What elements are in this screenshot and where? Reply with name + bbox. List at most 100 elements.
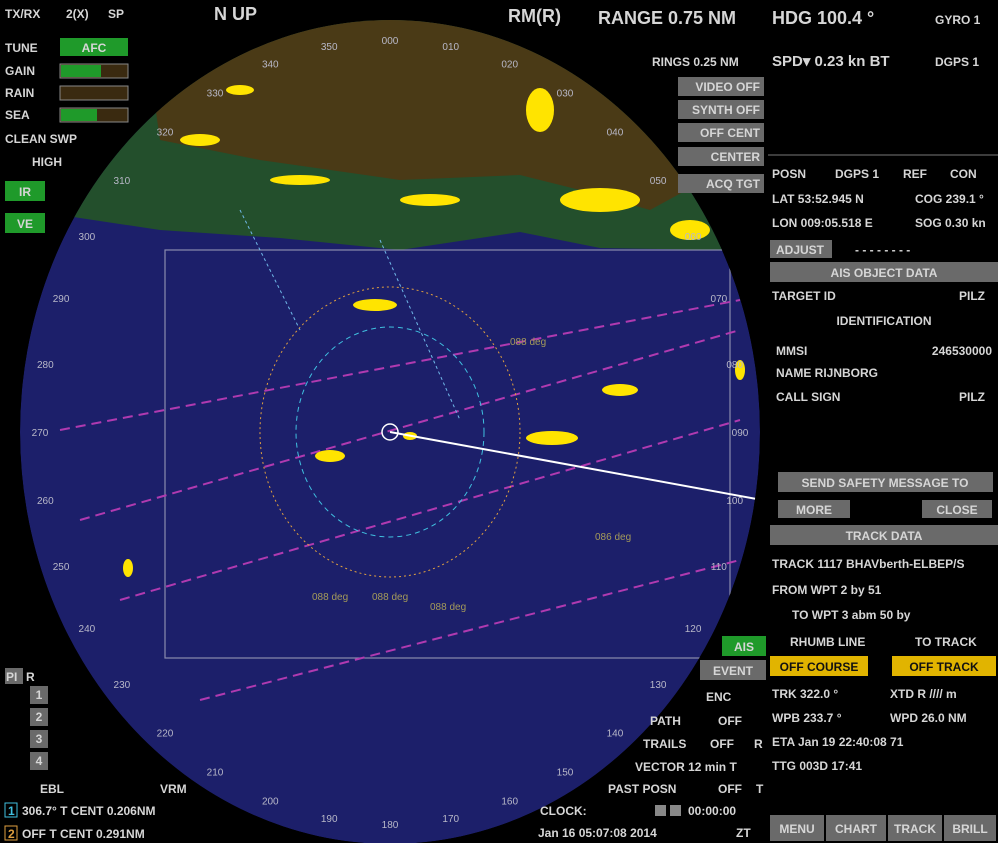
bearing-label: 190: [321, 814, 338, 825]
track-header: TRACK DATA: [846, 529, 923, 543]
radar-button[interactable]: [678, 77, 764, 96]
menu-button[interactable]: [826, 815, 886, 841]
ebl2: OFF T CENT 0.291NM: [22, 827, 145, 841]
radar-buttons: VIDEO OFF SYNTH OFF OFF CENT CENTER ACQ TGT: [678, 77, 764, 193]
ttg: TTG 003D 17:41: [772, 759, 862, 773]
echo: [400, 194, 460, 206]
bearing-label: 290: [53, 294, 70, 305]
ais-button[interactable]: [722, 636, 766, 656]
menu-button[interactable]: [770, 815, 824, 841]
ir-button[interactable]: [5, 181, 45, 201]
play-button[interactable]: [670, 805, 681, 816]
chart-frame: [164, 249, 731, 659]
radar-button[interactable]: [678, 147, 764, 166]
rhumb: RHUMB LINE: [790, 635, 865, 649]
vector: VECTOR 12 min T: [635, 760, 737, 774]
close-button[interactable]: [922, 500, 992, 518]
menu-button[interactable]: [888, 815, 942, 841]
off-track: OFF TRACK: [909, 660, 979, 674]
pi-item[interactable]: [30, 752, 48, 770]
pi-item-label: 3: [36, 732, 43, 746]
con: CON: [950, 167, 977, 181]
sea-fill: [61, 109, 97, 121]
chart-labels: 088 deg 086 deg 088 deg 088 deg 088 deg: [312, 337, 631, 613]
send-button[interactable]: [778, 472, 993, 492]
adjust-button[interactable]: [770, 240, 832, 258]
enc: ENC: [706, 690, 732, 704]
ve-button[interactable]: [5, 213, 45, 233]
call-sign-value: PILZ: [959, 390, 985, 404]
bearing-label: 140: [607, 728, 624, 739]
bearing-label: 260: [37, 496, 54, 507]
radar-button[interactable]: [678, 123, 764, 142]
echo: [602, 384, 638, 396]
radar-button-label: OFF CENT: [700, 126, 761, 140]
call-sign: CALL SIGN: [776, 390, 840, 404]
pi-item[interactable]: [30, 708, 48, 726]
pi-item-label: 4: [36, 754, 43, 768]
bearing-label: 040: [607, 128, 624, 139]
heading: HDG 100.4 °: [772, 8, 874, 28]
clock: CLOCK:: [540, 804, 587, 818]
bearing-labels: 000 010 020 030 040 050 060 070 080 090 100 110 120 1…: [32, 36, 749, 831]
from-wpt: FROM WPT 2 by 51: [772, 583, 882, 597]
bearing-label: 280: [37, 360, 54, 371]
vrm: VRM: [160, 782, 187, 796]
cog: COG 239.1 °: [915, 192, 984, 206]
event-button[interactable]: [700, 660, 766, 680]
echo: [526, 88, 554, 132]
echo: [123, 559, 133, 577]
rain-slider[interactable]: [59, 85, 129, 101]
ebl2-no: 2: [8, 827, 15, 841]
target-id-value: PILZ: [959, 289, 985, 303]
ref: REF: [903, 167, 927, 181]
bearing-label: 000: [382, 36, 399, 47]
bearing-label: 160: [501, 796, 518, 807]
bearing-label: 250: [53, 562, 70, 573]
more-button[interactable]: [778, 500, 850, 518]
bottom-buttons: MENU CHART TRACK BRILL: [770, 815, 996, 841]
echoes: [123, 85, 745, 577]
sector-lines: [239, 209, 461, 421]
track-header-bg: [770, 525, 998, 545]
menu-button-label: TRACK: [894, 822, 936, 836]
echo: [270, 175, 330, 185]
bearing-label: 100: [726, 496, 743, 507]
event-label: EVENT: [713, 664, 754, 678]
afc-button[interactable]: [60, 38, 128, 56]
txrx: TX/RX: [5, 7, 40, 21]
bearing-label: 180: [382, 820, 399, 831]
pi-items: 1 2 3 4: [30, 686, 48, 770]
radar-button[interactable]: [678, 100, 764, 119]
radar-button[interactable]: [678, 174, 764, 193]
trk: TRK 322.0 °: [772, 687, 838, 701]
bearing-label: 300: [79, 232, 96, 243]
radar-button-label: SYNTH OFF: [692, 103, 760, 117]
tune-label: TUNE: [5, 41, 38, 55]
menu-button-label: CHART: [835, 822, 878, 836]
motion: RM(R): [508, 6, 561, 26]
echo: [180, 134, 220, 146]
bearing-label: 060: [685, 232, 702, 243]
menu-button-label: MENU: [779, 822, 814, 836]
posn-source: DGPS 1: [835, 167, 879, 181]
stop-button[interactable]: [655, 805, 666, 816]
path: PATH: [650, 714, 681, 728]
pi-item[interactable]: [30, 686, 48, 704]
past-posn: PAST POSN: [608, 782, 676, 796]
menu-button[interactable]: [944, 815, 996, 841]
mmsi: MMSI: [776, 344, 807, 358]
chart-label: 088 deg: [430, 602, 466, 613]
vrm-ring: [295, 326, 485, 538]
echo: [670, 220, 710, 240]
txrx-mode: 2(X): [66, 7, 89, 21]
trails: TRAILS: [643, 737, 686, 751]
bearing-label: 020: [501, 60, 518, 71]
sea-label: SEA: [5, 108, 30, 122]
pi-item[interactable]: [30, 730, 48, 748]
bearing-label: 310: [114, 176, 131, 187]
pi-button[interactable]: [5, 668, 23, 684]
menu-button-label: BRILL: [952, 822, 987, 836]
xtd: XTD R //// m: [890, 687, 957, 701]
orientation: N UP: [214, 4, 257, 24]
